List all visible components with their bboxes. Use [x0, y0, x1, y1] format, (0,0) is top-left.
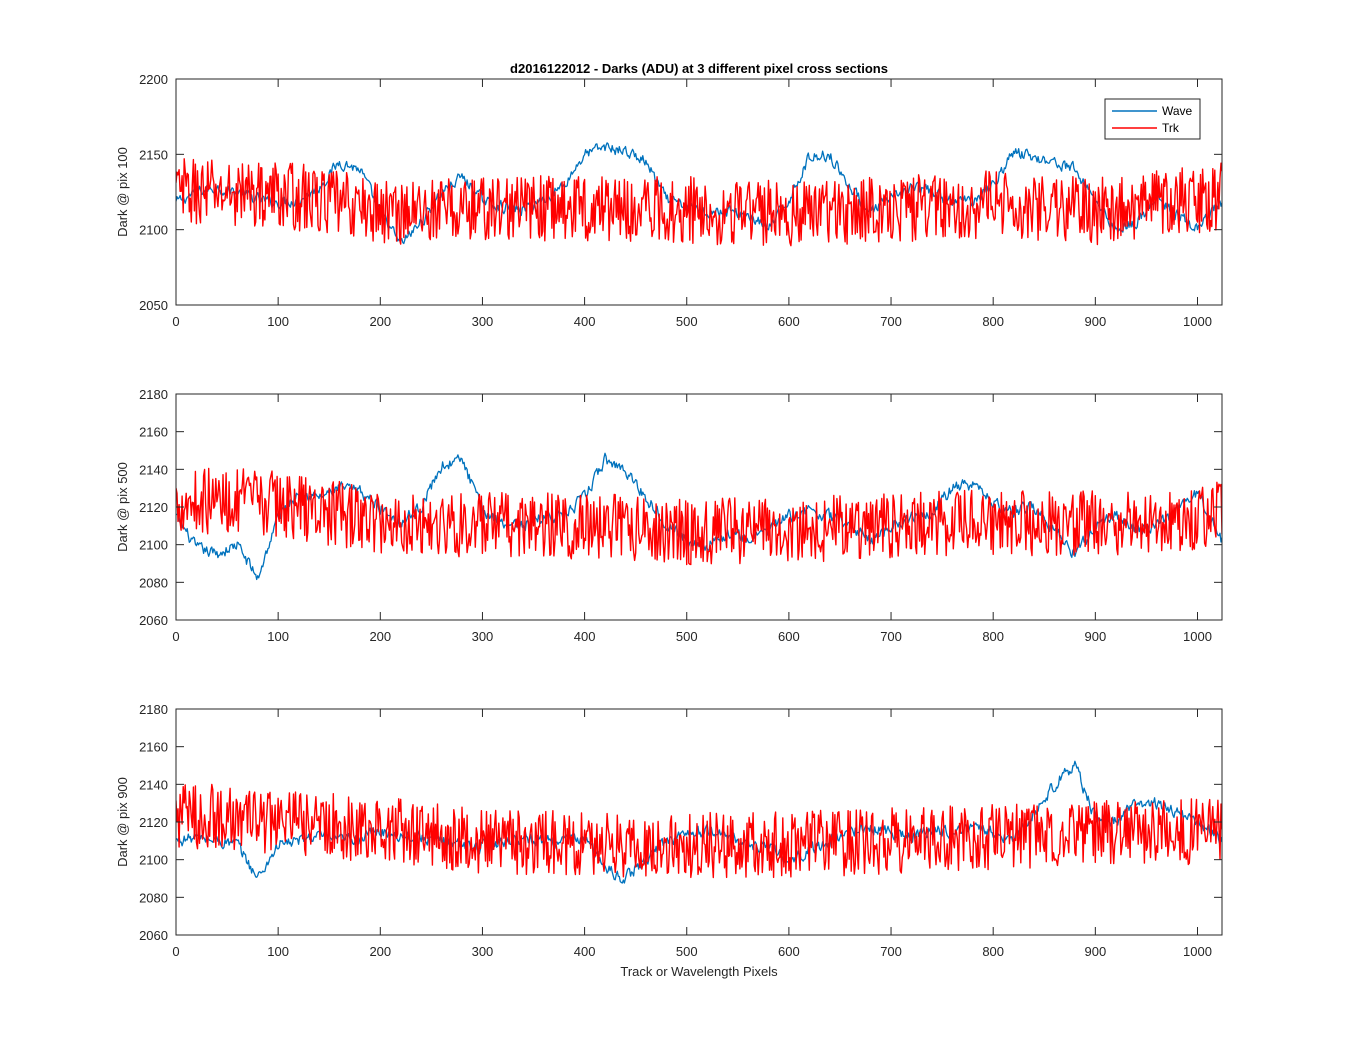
x-tick-label: 300: [472, 944, 494, 959]
x-tick-label: 500: [676, 629, 698, 644]
y-tick-label: 2160: [139, 425, 168, 440]
chart-title: d2016122012 - Darks (ADU) at 3 different…: [510, 61, 888, 76]
y-tick-label: 2060: [139, 928, 168, 943]
x-tick-label: 700: [880, 314, 902, 329]
series-group: [176, 142, 1222, 247]
panel-top: 0 100 200 300 400 500 600 700 800 900 1000 2050 2100…: [115, 72, 1223, 329]
x-tick-label: 1000: [1183, 629, 1212, 644]
y-tick-label: 2050: [139, 298, 168, 313]
series-line-trk: [176, 158, 1222, 247]
x-tick-label: 100: [267, 629, 289, 644]
series-line-trk: [176, 467, 1222, 566]
x-axis-label: Track or Wavelength Pixels: [620, 964, 778, 979]
y-tick-label: 2080: [139, 890, 168, 905]
x-tick-label: 700: [880, 629, 902, 644]
x-tick-label: 300: [472, 314, 494, 329]
x-tick-label: 600: [778, 314, 800, 329]
x-tick-label: 300: [472, 629, 494, 644]
x-tick-label: 1000: [1183, 944, 1212, 959]
y-tick-label: 2080: [139, 575, 168, 590]
x-tick-label: 800: [982, 314, 1004, 329]
y-tick-label: 2180: [139, 387, 168, 402]
plot-area: [176, 79, 1222, 305]
x-tick-label: 900: [1084, 944, 1106, 959]
legend: Wave Trk: [1104, 98, 1201, 140]
x-tick-label: 500: [676, 944, 698, 959]
x-tick-label: 900: [1084, 629, 1106, 644]
x-tick-label: 800: [982, 944, 1004, 959]
legend-box: [1104, 98, 1201, 140]
x-tick-label: 1000: [1183, 314, 1212, 329]
series-group: [176, 760, 1222, 884]
x-tick-label: 400: [574, 944, 596, 959]
x-tick-label: 200: [369, 629, 391, 644]
x-tick-label: 200: [369, 314, 391, 329]
x-tick-label: 900: [1084, 314, 1106, 329]
series-line-trk: [176, 783, 1222, 879]
x-tick-label: 700: [880, 944, 902, 959]
y-tick-label: 2060: [139, 613, 168, 628]
y-tick-label: 2140: [139, 462, 168, 477]
y-tick-label: 2150: [139, 147, 168, 162]
panels: 0 100 200 300 400 500 600 700 800 900 100020502100…: [115, 72, 1223, 959]
x-tick-label: 100: [267, 944, 289, 959]
y-axis-label: Dark @ pix 100: [115, 147, 130, 237]
series-group: [176, 452, 1222, 581]
x-tick-label: 500: [676, 314, 698, 329]
x-tick-label: 400: [574, 629, 596, 644]
panel-bottom: 0 100 200 300 400 500 600 700 800 900 1000 2060 2080…: [115, 702, 1223, 959]
x-tick-label: 100: [267, 314, 289, 329]
legend-label-trk: Trk: [1162, 121, 1180, 135]
x-tick-label: 200: [369, 944, 391, 959]
y-axis-label: Dark @ pix 900: [115, 777, 130, 867]
x-tick-label: 0: [172, 629, 179, 644]
axes-box: [175, 78, 1223, 306]
x-tick-label: 0: [172, 944, 179, 959]
x-tick-label: 600: [778, 629, 800, 644]
y-tick-label: 2100: [139, 223, 168, 238]
y-tick-label: 2120: [139, 500, 168, 515]
legend-label-wave: Wave: [1162, 104, 1193, 118]
y-tick-label: 2160: [139, 740, 168, 755]
x-tick-label: 0: [172, 314, 179, 329]
panel-middle: 0 100 200 300 400 500 600 700 800 900 1000 2060 2080…: [115, 387, 1223, 644]
x-tick-label: 400: [574, 314, 596, 329]
y-tick-label: 2200: [139, 72, 168, 87]
y-tick-label: 2180: [139, 702, 168, 717]
x-tick-label: 600: [778, 944, 800, 959]
y-tick-label: 2140: [139, 777, 168, 792]
y-tick-label: 2120: [139, 815, 168, 830]
y-tick-label: 2100: [139, 538, 168, 553]
y-axis-label: Dark @ pix 500: [115, 462, 130, 552]
x-tick-label: 800: [982, 629, 1004, 644]
y-tick-label: 2100: [139, 853, 168, 868]
